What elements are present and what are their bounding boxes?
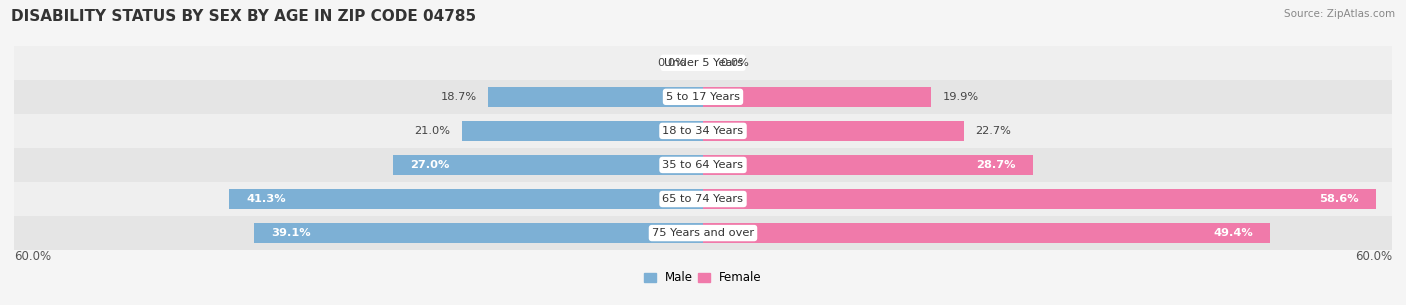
Text: 49.4%: 49.4% xyxy=(1213,228,1253,238)
Text: 75 Years and over: 75 Years and over xyxy=(652,228,754,238)
Bar xyxy=(703,223,1270,243)
Text: 35 to 64 Years: 35 to 64 Years xyxy=(662,160,744,170)
Bar xyxy=(14,46,1392,80)
Text: 27.0%: 27.0% xyxy=(411,160,450,170)
Bar xyxy=(14,216,1392,250)
Bar xyxy=(461,121,703,141)
Text: 22.7%: 22.7% xyxy=(976,126,1011,136)
Text: 19.9%: 19.9% xyxy=(943,92,979,102)
Bar xyxy=(254,223,703,243)
Text: 60.0%: 60.0% xyxy=(1355,250,1392,263)
Text: DISABILITY STATUS BY SEX BY AGE IN ZIP CODE 04785: DISABILITY STATUS BY SEX BY AGE IN ZIP C… xyxy=(11,9,477,24)
Text: 0.0%: 0.0% xyxy=(657,58,686,68)
Bar xyxy=(488,87,703,107)
Text: 0.0%: 0.0% xyxy=(720,58,749,68)
Text: 39.1%: 39.1% xyxy=(271,228,311,238)
Bar xyxy=(14,80,1392,114)
Bar xyxy=(14,148,1392,182)
Bar xyxy=(703,87,932,107)
Text: 18.7%: 18.7% xyxy=(440,92,477,102)
Text: 41.3%: 41.3% xyxy=(246,194,285,204)
Text: 5 to 17 Years: 5 to 17 Years xyxy=(666,92,740,102)
Bar xyxy=(703,189,1376,209)
Bar xyxy=(703,121,963,141)
Text: 21.0%: 21.0% xyxy=(415,126,450,136)
Bar xyxy=(14,182,1392,216)
Text: 28.7%: 28.7% xyxy=(976,160,1015,170)
Bar xyxy=(229,189,703,209)
Text: 58.6%: 58.6% xyxy=(1319,194,1358,204)
Legend: Male, Female: Male, Female xyxy=(640,267,766,289)
Text: Source: ZipAtlas.com: Source: ZipAtlas.com xyxy=(1284,9,1395,19)
Text: 65 to 74 Years: 65 to 74 Years xyxy=(662,194,744,204)
Bar xyxy=(14,114,1392,148)
Text: 18 to 34 Years: 18 to 34 Years xyxy=(662,126,744,136)
Bar xyxy=(392,155,703,175)
Text: 60.0%: 60.0% xyxy=(14,250,51,263)
Bar xyxy=(703,155,1032,175)
Text: Under 5 Years: Under 5 Years xyxy=(664,58,742,68)
